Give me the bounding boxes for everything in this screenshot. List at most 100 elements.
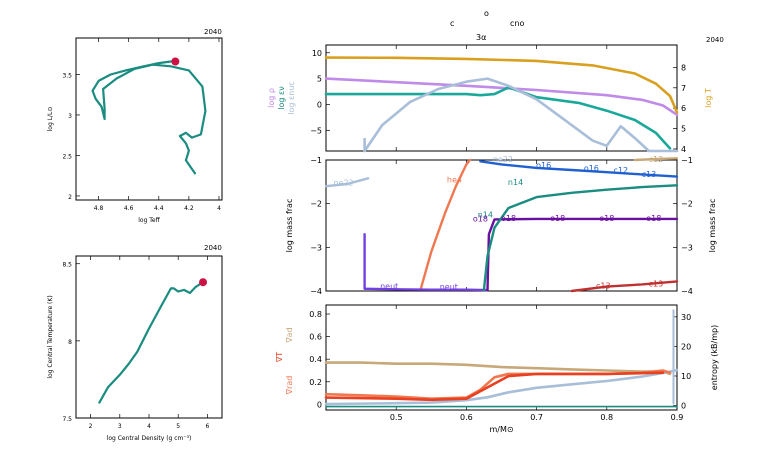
x-tick-label: 4.2 (184, 205, 194, 212)
isotope-label: o18 (473, 215, 488, 224)
structure-series-line (324, 77, 679, 117)
abundance-y-label: log mass frac (285, 199, 294, 253)
structure-series-line (324, 56, 679, 114)
hr-current-model-marker (171, 57, 180, 66)
x-tick-label: 2 (89, 423, 93, 430)
structure-series-line (363, 77, 679, 153)
y-tick-label: 7.5 (62, 416, 72, 423)
model-number-center: 2040 (204, 244, 222, 252)
y-tick-label: 4 (681, 145, 686, 154)
abundance-series-line (486, 217, 679, 292)
gradients-right-axis-label: entropy (kB/mp) (710, 325, 719, 390)
structure-series-line (324, 86, 672, 150)
gradients-series-line (324, 368, 679, 406)
x-tick-label: 0.8 (600, 413, 613, 422)
abundance-series-line (363, 232, 489, 292)
y-tick-label: −1 (310, 156, 322, 165)
gradients-series-line (324, 371, 665, 402)
x-tick-label: 5 (176, 423, 180, 430)
isotope-label: c13 (649, 280, 664, 289)
isotope-label: neut (380, 282, 398, 291)
abundance-series-line (482, 184, 679, 292)
y-tick-label: 0.2 (309, 378, 322, 387)
model-number-hr: 2040 (204, 28, 222, 36)
x-tick-label: 0.9 (671, 413, 684, 422)
y-tick-label: 7 (681, 84, 686, 93)
abundance-y-label-right: log mass frac (708, 199, 717, 253)
header-line1-mid: o (484, 9, 489, 18)
y-tick-label: −3 (681, 243, 693, 252)
center-y-label: log Central Temperature (K) (47, 295, 54, 378)
y-tick-label: 20 (681, 342, 691, 351)
abundance-series-line (570, 280, 679, 293)
y-tick-label: 0 (317, 400, 322, 409)
isotope-label: c12 (649, 155, 664, 164)
y-tick-label: 2.5 (62, 153, 72, 160)
y-tick-label: 30 (681, 313, 691, 322)
x-tick-label: 4.4 (154, 205, 164, 212)
y-tick-label: 0 (317, 100, 322, 109)
header-line2: 3α (476, 33, 486, 42)
header-line1-left: c (450, 19, 454, 28)
center-x-label: log Central Density (g cm⁻³) (107, 435, 192, 442)
gradients-axes-frame (325, 304, 678, 411)
x-tick-label: 4 (217, 205, 221, 212)
isotope-label: n14 (508, 178, 523, 187)
isotope-label: o18 (550, 214, 565, 223)
hr-diagram-panel: 4.8 4.6 4.4 4.2 4 2 2.5 3 3.5 log Teff log L/L⊙ (47, 37, 223, 224)
isotope-label: c13 (596, 281, 611, 290)
gradients-left-axis-label: ∇ad (285, 327, 294, 343)
structure-profile-panel: −5 0 5 10 4 5 6 7 8 log ρ log εν log εnuc log T (267, 44, 713, 154)
y-tick-label: −1 (681, 156, 693, 165)
y-tick-label: −3 (310, 243, 322, 252)
abundance-series-line (324, 177, 370, 188)
isotope-label: o16 (536, 161, 551, 170)
y-tick-label: −5 (310, 126, 322, 135)
isotope-label: o16 (584, 164, 599, 173)
center-track-line (98, 281, 205, 404)
x-tick-label: 0.7 (530, 413, 543, 422)
isotope-label: c12 (614, 166, 629, 175)
y-tick-label: 8 (68, 339, 72, 346)
y-tick-label: 0.8 (309, 310, 322, 319)
isotope-label: o18 (646, 214, 661, 223)
y-tick-label: 10 (312, 49, 322, 58)
gradients-profile-panel: 0.5 0.6 0.7 0.8 0.9 0 0.2 0.4 0.6 0.8 0 10 20 30 m/M⊙ ∇… (275, 304, 719, 434)
structure-axes-frame (325, 44, 678, 152)
structure-left-axis-label: log εnuc (287, 81, 296, 115)
structure-right-axis-label: log T (704, 88, 713, 108)
hr-y-label: log L/L⊙ (47, 107, 54, 132)
central-conditions-panel: 2 3 4 5 6 7.5 8 8.5 log Central Density (g cm⁻³)… (47, 255, 223, 442)
x-tick-label: 4.6 (124, 205, 134, 212)
x-tick-label: 0.6 (460, 413, 473, 422)
y-tick-label: 8 (681, 63, 686, 72)
x-tick-label: 4 (147, 423, 151, 430)
isotope-label: o18 (599, 214, 614, 223)
structure-left-axis-label: log ρ (267, 88, 276, 108)
gradients-left-axis-label: ∇T (275, 352, 284, 363)
y-tick-label: 8.5 (62, 262, 72, 269)
y-tick-label: 0.4 (309, 355, 322, 364)
x-tick-label: 6 (205, 423, 209, 430)
y-tick-label: 6 (681, 104, 686, 113)
abundance-series-line (419, 158, 472, 290)
abundance-series-line (633, 157, 679, 162)
model-number-profile: 2040 (706, 36, 724, 44)
y-tick-label: −2 (310, 200, 322, 209)
gradients-x-label: m/M⊙ (489, 425, 513, 434)
y-tick-label: 0 (681, 402, 686, 411)
hr-x-label: log Teff (138, 217, 160, 224)
isotope-label: n14 (478, 211, 493, 220)
center-current-model-marker (199, 278, 208, 287)
y-tick-label: 0.6 (309, 333, 322, 342)
hr-axes-frame (75, 37, 223, 201)
isotope-label: ne22 (493, 155, 513, 164)
y-tick-label: 2 (68, 194, 72, 201)
header-line1-right: cno (510, 19, 524, 28)
isotope-label: he4 (447, 176, 462, 185)
x-tick-label: 0.5 (390, 413, 403, 422)
y-tick-label: 5 (681, 125, 686, 134)
x-tick-label: 4.8 (94, 205, 104, 212)
